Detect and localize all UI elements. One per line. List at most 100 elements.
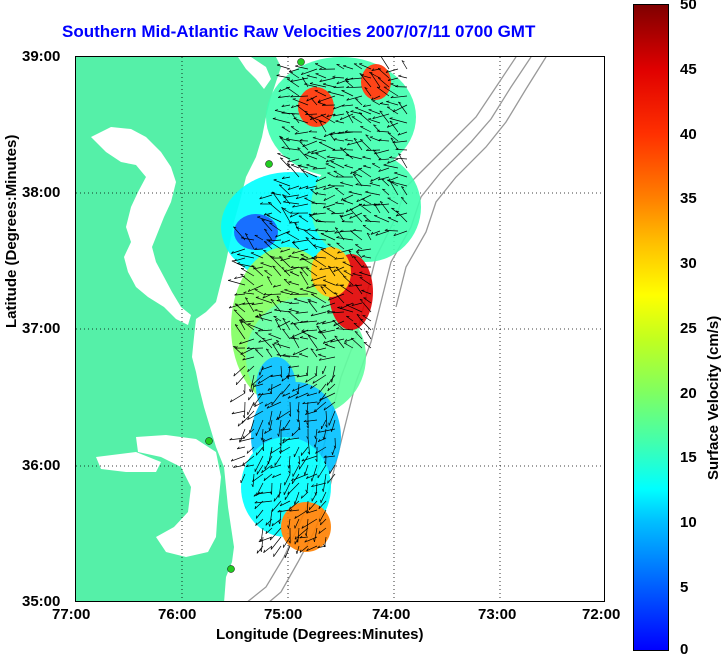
colorbar-tick: 15 [680, 449, 697, 466]
velocity-arrow-head [233, 226, 237, 229]
velocity-arrow [313, 401, 327, 413]
velocity-arrow [248, 392, 255, 401]
velocity-arrow-head [251, 265, 255, 267]
velocity-arrow-head [243, 291, 247, 294]
velocity-arrow [234, 324, 246, 340]
velocity-arrow-head [263, 292, 267, 296]
velocity-arrow-head [321, 321, 325, 325]
velocity-arrow [297, 164, 309, 178]
velocity-arrow [322, 473, 327, 492]
velocity-arrow [273, 342, 291, 349]
velocity-arrow [237, 446, 246, 450]
velocity-arrow-head [272, 343, 276, 346]
velocity-arrow-head [326, 309, 330, 312]
velocity-arrow [262, 337, 273, 349]
velocity-arrow [301, 491, 309, 499]
velocity-arrow [319, 266, 336, 271]
velocity-arrow [310, 311, 327, 317]
velocity-arrow-head [346, 85, 350, 89]
velocity-arrow-head [371, 97, 374, 101]
velocity-arrow [297, 527, 300, 543]
chesapeake-bay [91, 127, 191, 325]
velocity-arrow-head [289, 211, 293, 214]
velocity-arrow [240, 319, 255, 331]
velocity-arrow [318, 437, 327, 443]
velocity-arrow [254, 383, 264, 387]
velocity-arrow-head [355, 251, 360, 253]
velocity-arrow-head [289, 292, 293, 296]
velocity-arrow-head [242, 357, 245, 361]
velocity-arrow [229, 437, 246, 441]
velocity-arrow [316, 325, 327, 340]
velocity-arrow [294, 491, 300, 505]
velocity-arrow-head [280, 428, 284, 431]
velocity-arrow [270, 527, 282, 541]
velocity-arrow-head [281, 240, 284, 244]
velocity-arrow [240, 347, 255, 355]
velocity-arrow-head [269, 255, 273, 258]
velocity-arrow [344, 338, 354, 342]
velocity-arrow-head [243, 390, 246, 394]
velocity-arrow [281, 239, 291, 244]
velocity-arrow [268, 333, 282, 340]
velocity-arrow [236, 374, 246, 386]
velocity-arrow [237, 263, 255, 268]
velocity-arrow [250, 252, 264, 259]
velocity-arrow [247, 284, 264, 292]
velocity-arrow-head [294, 515, 297, 519]
velocity-arrow [358, 203, 372, 214]
velocity-arrow [241, 237, 255, 241]
velocity-arrow-head [352, 228, 356, 231]
velocity-arrow [286, 86, 300, 97]
velocity-arrow [358, 168, 372, 178]
velocity-arrow [291, 428, 300, 437]
velocity-arrow [282, 208, 291, 214]
velocity-arrow-head [386, 124, 390, 128]
velocity-arrow-head [378, 68, 382, 70]
velocity-arrow [286, 163, 300, 178]
velocity-arrow-head [398, 74, 402, 77]
velocity-arrow [298, 215, 309, 223]
velocity-arrow [344, 165, 354, 169]
velocity-arrow-head [245, 297, 249, 300]
velocity-arrow-head [316, 322, 319, 325]
velocity-arrow-head [327, 387, 330, 392]
velocity-arrow-head [348, 284, 352, 287]
velocity-arrow-head [327, 90, 331, 93]
velocity-arrow-head [340, 197, 344, 201]
velocity-arrow [263, 241, 273, 250]
velocity-arrow [305, 410, 318, 415]
velocity-arrow-head [261, 448, 265, 451]
velocity-arrow-head [333, 323, 336, 327]
velocity-arrow-head [272, 284, 276, 288]
velocity-arrow-head [300, 452, 303, 456]
velocity-arrow-head [263, 477, 266, 481]
velocity-arrow-head [363, 341, 367, 344]
velocity-arrow-head [247, 417, 250, 420]
velocity-arrow [328, 410, 336, 426]
velocity-arrow-head [276, 417, 279, 420]
velocity-arrow-head [289, 214, 293, 218]
velocity-arrow [273, 316, 282, 322]
velocity-arrow-head [270, 374, 274, 377]
velocity-arrow-head [297, 147, 301, 149]
velocity-arrow-head [293, 297, 297, 300]
velocity-arrow [345, 154, 363, 160]
velocity-arrow [349, 208, 363, 223]
velocity-arrow [373, 203, 381, 214]
velocity-arrow-head [335, 283, 339, 286]
velocity-arrow-head [295, 64, 299, 67]
velocity-arrow-head [282, 393, 285, 397]
velocity-arrow [290, 126, 300, 133]
velocity-arrow [273, 179, 291, 187]
velocity-arrow-head [292, 242, 296, 244]
velocity-arrow-head [343, 64, 347, 67]
velocity-arrow-head [287, 159, 290, 163]
velocity-arrow-head [262, 337, 266, 340]
velocity-arrow [252, 473, 255, 487]
velocity-arrow [342, 104, 354, 107]
velocity-arrow [361, 255, 372, 259]
velocity-arrow [318, 383, 327, 394]
velocity-arrow [287, 158, 300, 163]
velocity-arrow-head [281, 207, 285, 210]
